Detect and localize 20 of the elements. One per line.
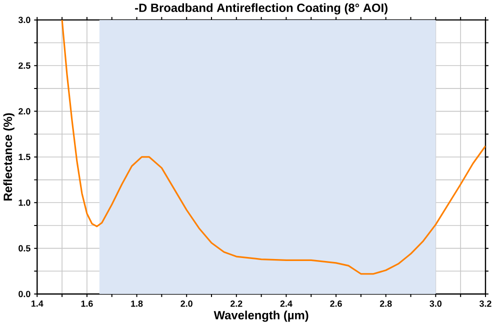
x-tick-label: 1.4 [31,300,44,307]
x-tick-label: 2.8 [380,300,392,307]
x-axis-title: Wavelength (µm) [214,310,308,322]
y-tick-label: 3.0 [18,16,30,24]
y-tick-label: 1.5 [18,154,30,160]
x-tick-label: 3.0 [430,300,442,307]
x-tick-label: 2.6 [330,300,342,307]
y-tick-label: 1.0 [18,199,30,206]
y-axis-title: Reflectance (%) [3,113,14,200]
y-tick-label: 2.5 [18,62,30,69]
x-tick-label: 1.6 [81,300,93,307]
x-tick-label: 3.2 [479,300,492,307]
x-tick-label: 2.0 [180,300,192,307]
y-tick-label: 2.0 [18,108,30,114]
x-tick-label: 1.8 [131,300,143,307]
x-tick-label: 2.2 [230,300,242,307]
y-tick-label: 0.5 [18,245,30,252]
chart-title: -D Broadband Antireflection Coating (8° AOI) [135,3,388,14]
x-tick-label: 2.4 [280,300,292,307]
y-tick-label: 0.0 [18,290,30,298]
